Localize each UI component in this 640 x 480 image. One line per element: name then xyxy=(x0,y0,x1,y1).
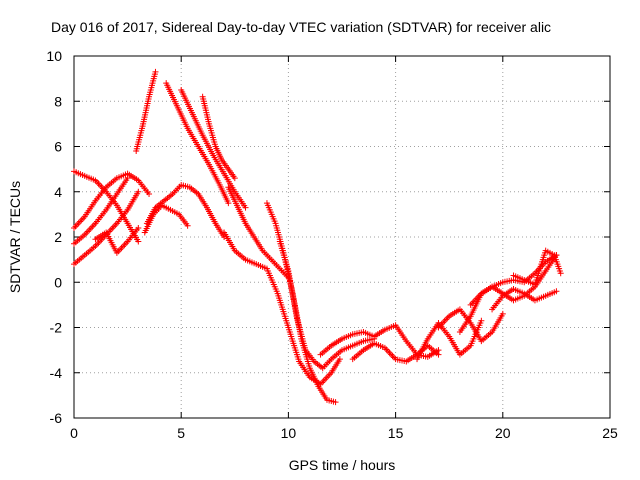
series-arc-15 xyxy=(276,238,378,372)
data-point xyxy=(499,310,506,317)
y-axis-label: SDTVAR / TECUs xyxy=(7,181,23,293)
x-tick-label: 10 xyxy=(281,425,297,441)
x-tick-label: 25 xyxy=(602,425,618,441)
data-point xyxy=(231,175,238,182)
data-point xyxy=(553,288,560,295)
data-point xyxy=(146,191,153,198)
series-arc-3 xyxy=(71,175,131,247)
data-point xyxy=(124,175,131,182)
series-arc-9 xyxy=(163,80,232,207)
data-point xyxy=(152,68,159,75)
x-tick-label: 0 xyxy=(70,425,78,441)
data-series xyxy=(71,68,564,406)
series-arc-2 xyxy=(71,170,153,231)
data-point xyxy=(478,317,485,324)
data-point xyxy=(184,222,191,229)
y-tick-label: 0 xyxy=(54,274,62,290)
x-tick-label: 20 xyxy=(495,425,511,441)
chart-title: Day 016 of 2017, Sidereal Day-to-day VTE… xyxy=(51,19,551,35)
series-arc-19 xyxy=(435,306,506,345)
series-arc-18 xyxy=(414,317,485,363)
series-arc-12 xyxy=(225,184,292,281)
y-tick-label: -6 xyxy=(50,410,63,426)
data-point xyxy=(135,224,142,231)
data-point xyxy=(135,238,142,245)
series-arc-6 xyxy=(133,68,159,155)
series-arc-1 xyxy=(71,168,142,245)
series-arc-8 xyxy=(141,202,191,236)
data-point xyxy=(135,188,142,195)
data-point xyxy=(242,204,249,211)
y-tick-label: 10 xyxy=(46,48,62,64)
x-tick-label: 15 xyxy=(388,425,404,441)
data-point xyxy=(332,399,339,406)
axis-ticks: 0 5 10 15 20 25 -6 -4 -2 0 2 4 6 8 10 xyxy=(46,48,618,441)
y-tick-label: 6 xyxy=(54,139,62,155)
y-tick-label: -4 xyxy=(50,365,63,381)
data-point xyxy=(435,351,442,358)
series-arc-17 xyxy=(349,340,442,365)
series-arc-10 xyxy=(178,86,249,211)
data-point xyxy=(557,270,564,277)
x-tick-label: 5 xyxy=(177,425,185,441)
series-arc-23 xyxy=(510,247,564,288)
data-point xyxy=(225,200,232,207)
series-arc-5 xyxy=(92,224,142,256)
y-tick-label: -2 xyxy=(50,320,63,336)
x-axis-label: GPS time / hours xyxy=(289,457,396,473)
series-arc-4 xyxy=(71,188,142,268)
data-point xyxy=(336,356,343,363)
grid xyxy=(74,56,610,418)
y-tick-label: 4 xyxy=(54,184,62,200)
series-arc-22 xyxy=(489,286,560,313)
y-tick-label: 2 xyxy=(54,229,62,245)
series-arc-11 xyxy=(199,93,238,182)
y-tick-label: 8 xyxy=(54,93,62,109)
